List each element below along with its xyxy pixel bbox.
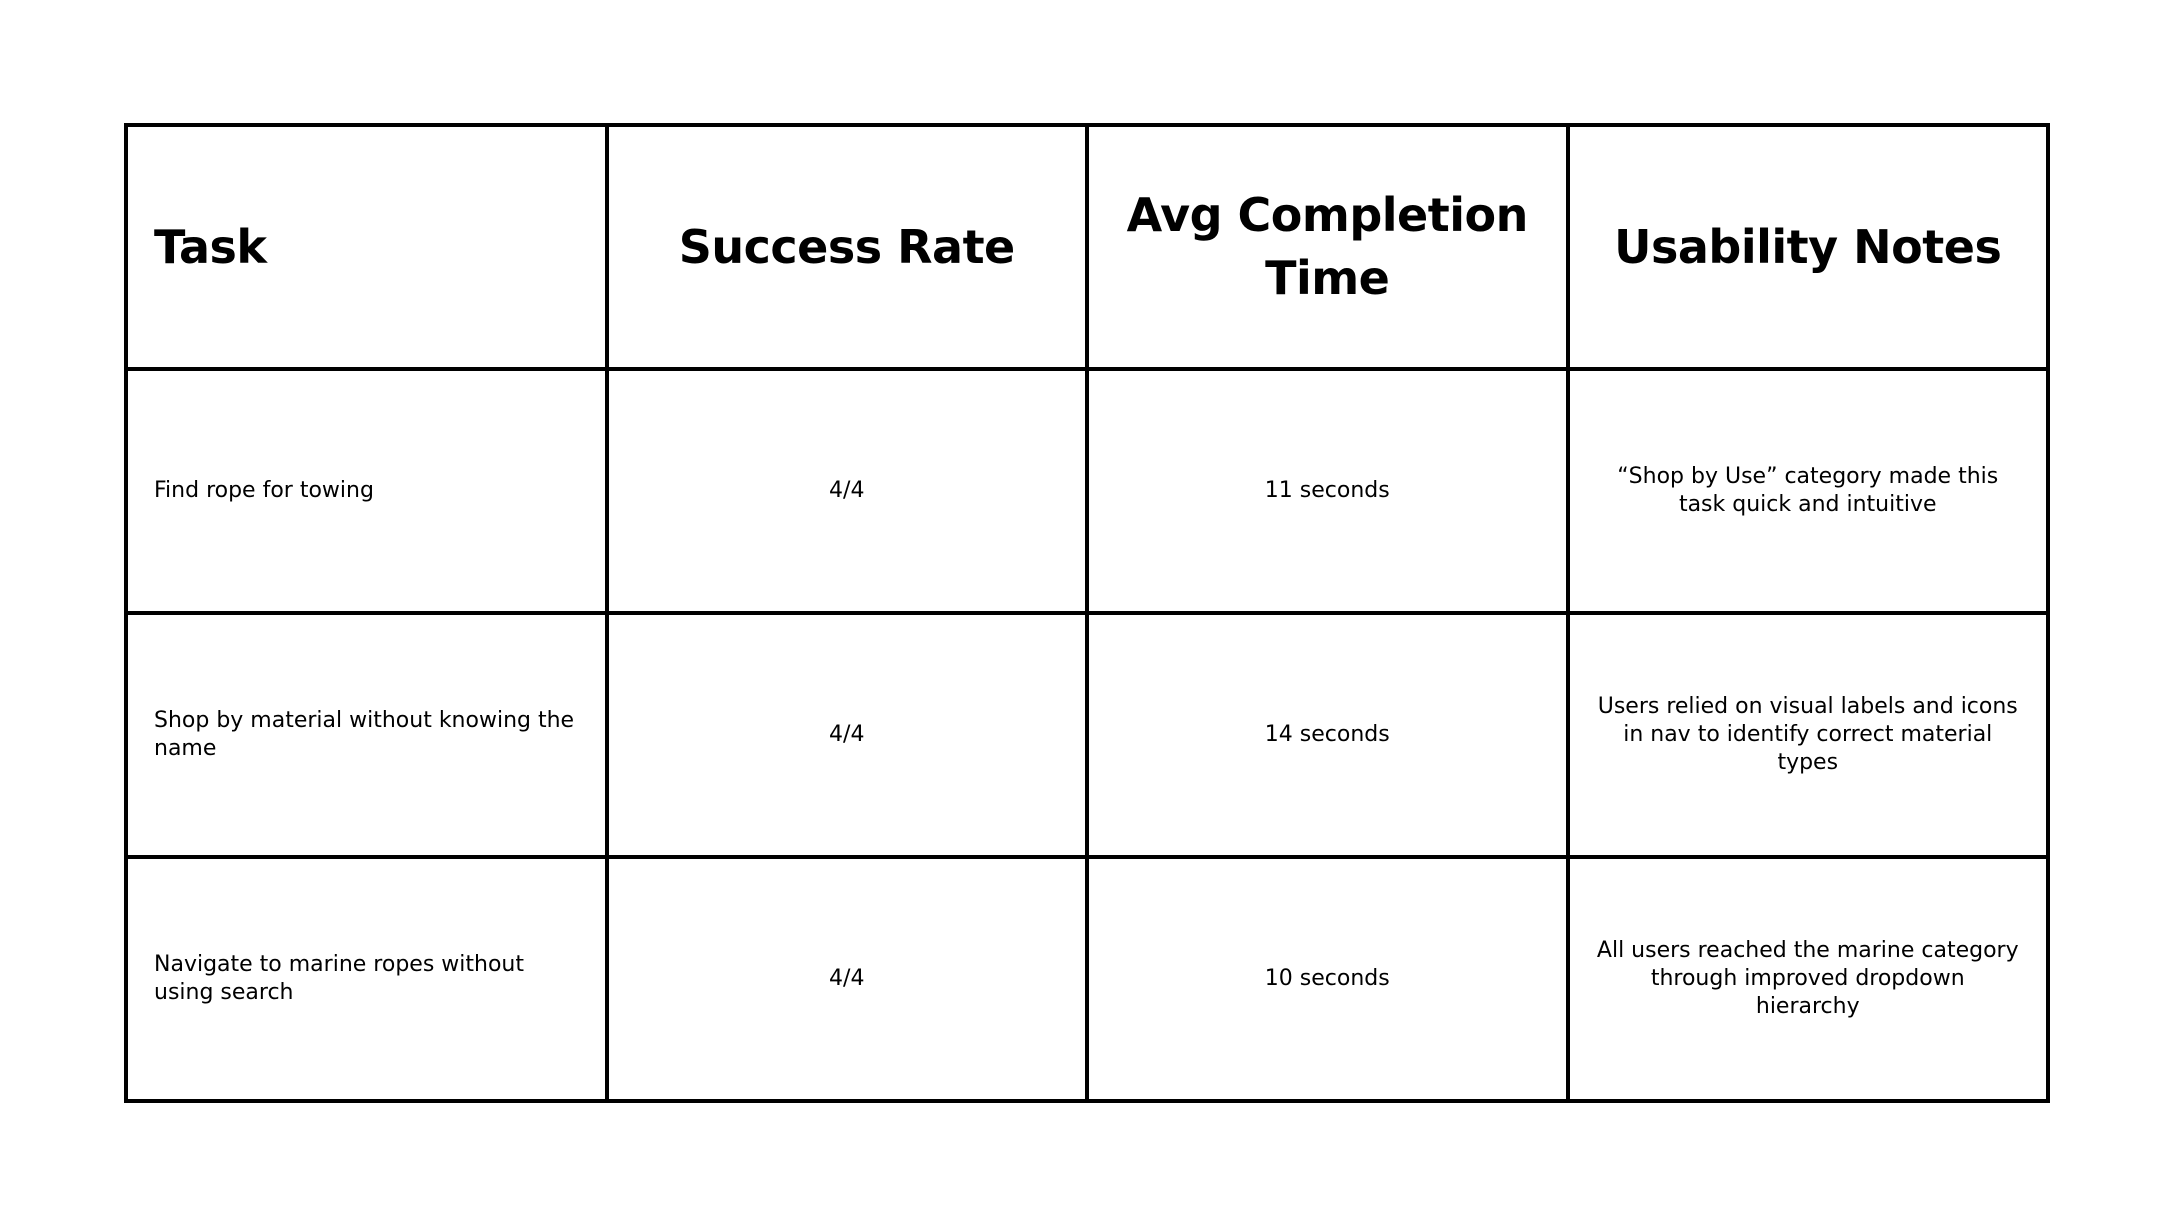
cell-success-rate: 4/4 (604, 611, 1089, 859)
cell-avg-completion-time: 10 seconds (1085, 855, 1570, 1103)
header-usability-notes: Usability Notes (1565, 123, 2050, 371)
header-success-rate: Success Rate (604, 123, 1089, 371)
table-header: Task Success Rate Avg Completion Time Us… (124, 123, 2050, 371)
table-row: Navigate to marine ropes without using s… (124, 855, 2050, 1103)
cell-success-rate: 4/4 (604, 367, 1089, 615)
cell-usability-notes: All users reached the marine category th… (1565, 855, 2050, 1103)
table-body: Find rope for towing 4/4 11 seconds “Sho… (124, 367, 2050, 1103)
cell-task: Find rope for towing (124, 367, 609, 615)
usability-results-table: Task Success Rate Avg Completion Time Us… (124, 123, 2050, 1103)
cell-task: Navigate to marine ropes without using s… (124, 855, 609, 1103)
table-row: Find rope for towing 4/4 11 seconds “Sho… (124, 367, 2050, 615)
cell-success-rate: 4/4 (604, 855, 1089, 1103)
header-avg-completion-time: Avg Completion Time (1085, 123, 1570, 371)
header-task: Task (124, 123, 609, 371)
cell-usability-notes: “Shop by Use” category made this task qu… (1565, 367, 2050, 615)
cell-usability-notes: Users relied on visual labels and icons … (1565, 611, 2050, 859)
cell-avg-completion-time: 14 seconds (1085, 611, 1570, 859)
header-row: Task Success Rate Avg Completion Time Us… (124, 123, 2050, 371)
cell-task: Shop by material without knowing the nam… (124, 611, 609, 859)
cell-avg-completion-time: 11 seconds (1085, 367, 1570, 615)
table-row: Shop by material without knowing the nam… (124, 611, 2050, 859)
